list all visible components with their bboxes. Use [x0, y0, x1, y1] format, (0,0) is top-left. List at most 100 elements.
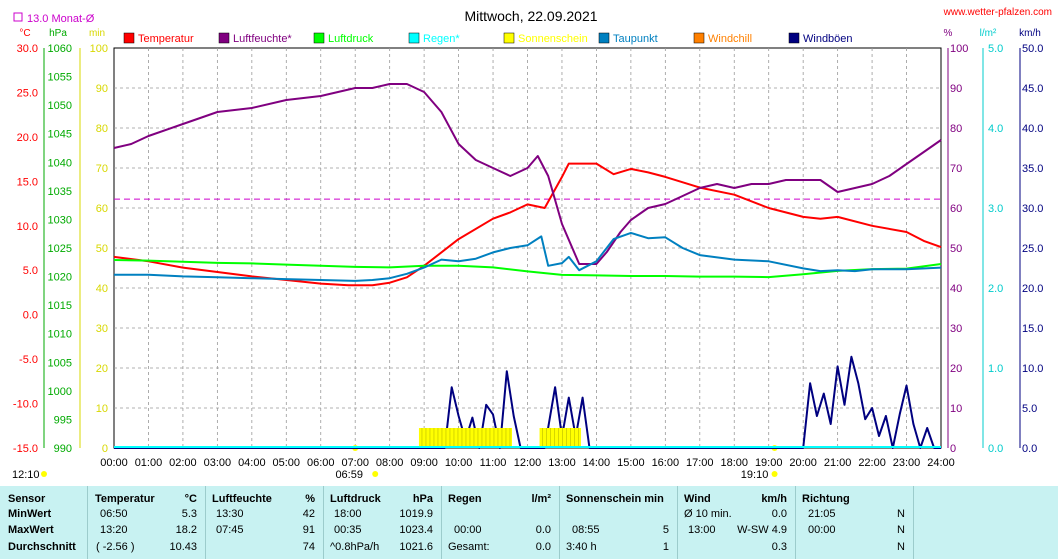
tick-label-sun: 60 [96, 203, 108, 215]
tick-label-wind: 10.0 [1022, 363, 1043, 375]
wind-avg-label: Ø 10 min. [684, 508, 732, 520]
sensor-header: Sensor [8, 493, 46, 505]
legend-swatch [313, 32, 325, 44]
dir-min-value: N [897, 508, 905, 520]
direction-column: Richtung 21:05 N 00:00 N N [796, 486, 914, 559]
x-tick-label: 15:00 [617, 457, 645, 469]
x-tick-label: 17:00 [686, 457, 714, 469]
legend-label: Taupunkt [613, 33, 658, 45]
press-avg-value: 1021.6 [399, 541, 433, 553]
tick-label-rain: 1.0 [988, 363, 1003, 375]
temp-max-value: 18.2 [175, 524, 197, 536]
tick-label-rain: 2.0 [988, 283, 1003, 295]
summary-table: Sensor MinWert MaxWert Durchschnitt Temp… [0, 486, 1058, 559]
press-trend: ^0.8hPa/h [330, 541, 380, 553]
tick-label-temp: 0.0 [23, 310, 38, 322]
sunset-icon [771, 471, 778, 477]
tick-label-wind: 25.0 [1022, 243, 1043, 255]
x-tick-label: 22:00 [858, 457, 886, 469]
tick-label-wind: 20.0 [1022, 283, 1043, 295]
legend-label: Sonnenschein [518, 33, 588, 45]
tick-label-temp: 10.0 [17, 221, 38, 233]
weather-chart: 30.0 25.0 20.0 15.0 10.0 5.0 0.0 -5.0 -10.0 -15.0… [12, 8, 1043, 481]
axis-unit-temp: °C [19, 28, 30, 39]
x-tick-label: 19:00 [755, 457, 783, 469]
rain-column: Regen l/m² 00:00 0.0 Gesamt: 0.0 [442, 486, 560, 559]
tick-label-sun: 0 [102, 443, 108, 455]
tick-label-pressure: 1005 [48, 357, 72, 369]
legend-label: Luftdruck [328, 33, 374, 45]
legend-swatch [598, 32, 610, 44]
wind-mean-value: 0.3 [771, 541, 787, 553]
wind-max-time: 13:00 [688, 524, 716, 536]
tick-label-wind: 35.0 [1022, 163, 1043, 175]
wind-unit: km/h [761, 493, 787, 505]
tick-label-temp: 5.0 [23, 265, 38, 277]
tick-label-pressure: 995 [54, 414, 72, 426]
tick-label-wind: 0.0 [1022, 443, 1037, 455]
tick-label-humidity: 30 [950, 323, 962, 335]
legend-label: Windböen [803, 33, 853, 45]
tick-label-wind: 45.0 [1022, 83, 1043, 95]
tick-label-wind: 15.0 [1022, 323, 1043, 335]
tick-label-humidity: 80 [950, 123, 962, 135]
x-tick-label: 18:00 [720, 457, 748, 469]
x-tick-label: 08:00 [376, 457, 404, 469]
x-tick-label: 11:00 [480, 457, 507, 469]
sunshine-header: Sonnenschein min [566, 493, 664, 505]
x-tick-label: 02:00 [169, 457, 197, 469]
hum-min-value: 42 [302, 508, 315, 520]
x-tick-label: 21:00 [824, 457, 852, 469]
tick-label-rain: 5.0 [988, 43, 1003, 55]
legend-swatch [123, 32, 135, 44]
temperature-column: Temperatur °C 06:50 5.3 13:20 18.2 ( -2.… [88, 486, 206, 559]
sunrise-icon [372, 471, 379, 477]
x-tick-label: 23:00 [893, 457, 921, 469]
wind-avg-value: 0.0 [771, 508, 787, 520]
axis-unit-sun: min [89, 28, 105, 39]
tick-label-wind: 30.0 [1022, 203, 1043, 215]
legend-label: Regen* [423, 33, 460, 45]
hum-max-time: 07:45 [216, 524, 244, 536]
tick-label-pressure: 1060 [48, 43, 72, 55]
x-tick-label: 20:00 [789, 457, 817, 469]
tick-label-sun: 100 [90, 43, 108, 55]
legend-swatch [788, 32, 800, 44]
rain-total-value: 0.0 [535, 541, 551, 553]
rain-max-time: 00:00 [454, 524, 482, 536]
wind-header: Wind [684, 493, 711, 505]
hum-avg-value: 74 [302, 541, 315, 553]
hum-max-value: 91 [302, 524, 315, 536]
series-line-luftfeuchte- [113, 83, 942, 265]
sun-total: 3:40 h [566, 541, 597, 553]
temp-max-time: 13:20 [100, 524, 128, 536]
dir-max-value: N [897, 524, 905, 536]
x-tick-label: 24:00 [927, 457, 955, 469]
tick-label-pressure: 990 [54, 443, 72, 455]
tick-label-humidity: 10 [950, 403, 962, 415]
tick-label-humidity: 100 [950, 43, 968, 55]
legend-swatch [503, 32, 515, 44]
rain-unit: l/m² [531, 493, 551, 505]
hum-min-time: 13:30 [216, 508, 244, 520]
legend-label: Temperatur [138, 33, 194, 45]
x-tick-label: 10:00 [445, 457, 473, 469]
site-link[interactable]: www.wetter-pfalzen.com [943, 7, 1052, 18]
x-tick-label: 00:00 [100, 457, 128, 469]
tick-label-rain: 3.0 [988, 203, 1003, 215]
tick-label-humidity: 20 [950, 363, 962, 375]
tick-label-pressure: 1000 [48, 386, 72, 398]
tick-label-humidity: 0 [950, 443, 956, 455]
x-tick-label: 06:00 [307, 457, 335, 469]
sunshine-block [539, 428, 581, 448]
rain-max-value: 0.0 [535, 524, 551, 536]
sunset-label: 19:10 [741, 469, 769, 481]
press-max-time: 00:35 [334, 524, 362, 536]
tick-label-pressure: 1040 [48, 157, 72, 169]
sun-avg-value: 1 [662, 541, 669, 553]
tick-label-humidity: 50 [950, 243, 962, 255]
tick-label-pressure: 1030 [48, 214, 72, 226]
tick-label-sun: 50 [96, 243, 108, 255]
sunshine-block [418, 428, 512, 448]
tick-label-temp: -10.0 [13, 399, 38, 411]
